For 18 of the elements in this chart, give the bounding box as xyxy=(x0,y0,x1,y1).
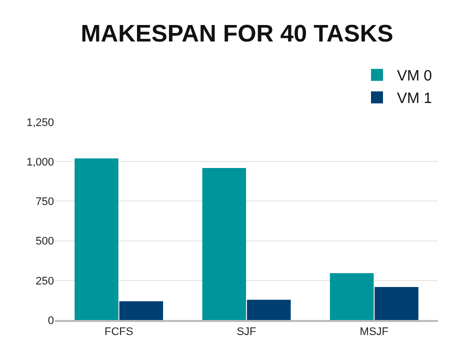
bar xyxy=(202,168,246,320)
legend-label: VM 0 xyxy=(397,68,432,85)
x-tick-label: FCFS xyxy=(104,326,134,338)
y-tick-label: 1,250 xyxy=(26,116,54,129)
x-tick-label: MSJF xyxy=(360,326,389,338)
bar xyxy=(74,158,118,320)
y-tick-label: 0 xyxy=(48,314,54,327)
y-tick-label: 250 xyxy=(36,275,54,288)
bar xyxy=(119,301,164,320)
legend-label: VM 1 xyxy=(397,90,432,108)
bar xyxy=(246,300,291,320)
chart-title: MAKESPAN FOR 40 TASKS xyxy=(80,20,394,48)
y-tick-label: 500 xyxy=(36,236,54,248)
y-tick-label: 750 xyxy=(36,196,54,208)
y-tick-label: 1,000 xyxy=(26,156,54,168)
bar xyxy=(330,273,374,320)
bar xyxy=(374,287,418,320)
x-tick-label: SJF xyxy=(236,326,257,338)
